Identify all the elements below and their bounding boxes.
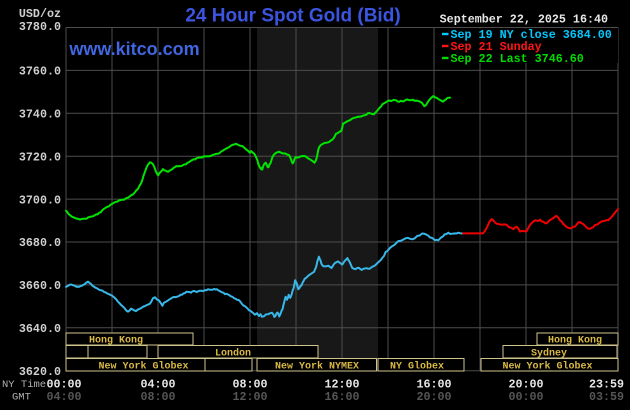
svg-text:Sydney: Sydney: [531, 347, 567, 359]
svg-text:Sep 21 Sunday: Sep 21 Sunday: [451, 40, 542, 54]
svg-text:3700.0: 3700.0: [19, 193, 61, 207]
svg-text:3680.0: 3680.0: [19, 236, 61, 250]
svg-text:16:00: 16:00: [324, 390, 359, 404]
svg-text:20:00: 20:00: [416, 390, 451, 404]
svg-text:04:00: 04:00: [46, 390, 81, 404]
svg-text:Sep 22 Last 3746.60: Sep 22 Last 3746.60: [451, 52, 584, 66]
svg-text:16:00: 16:00: [416, 377, 451, 391]
svg-text:20:00: 20:00: [508, 377, 543, 391]
svg-text:USD/oz: USD/oz: [19, 7, 61, 21]
svg-text:NY Time: NY Time: [2, 379, 46, 391]
svg-text:3720.0: 3720.0: [19, 150, 61, 164]
svg-text:3740.0: 3740.0: [19, 108, 61, 122]
svg-text:GMT: GMT: [12, 392, 31, 404]
svg-text:3780.0: 3780.0: [19, 20, 61, 34]
svg-text:24 Hour Spot Gold (Bid): 24 Hour Spot Gold (Bid): [185, 6, 400, 27]
svg-text:12:00: 12:00: [324, 377, 359, 391]
svg-text:03:59: 03:59: [589, 390, 624, 404]
svg-text:12:00: 12:00: [232, 390, 267, 404]
svg-text:www.kitco.com: www.kitco.com: [68, 39, 199, 59]
svg-text:September 22, 2025 16:40: September 22, 2025 16:40: [440, 13, 608, 27]
svg-text:08:00: 08:00: [140, 390, 175, 404]
svg-text:NY Globex: NY Globex: [390, 360, 444, 372]
svg-text:London: London: [215, 347, 251, 359]
svg-text:3660.0: 3660.0: [19, 279, 61, 293]
svg-text:Sep 19 NY close 3684.00: Sep 19 NY close 3684.00: [451, 28, 612, 42]
svg-text:New York NYMEX: New York NYMEX: [275, 360, 359, 372]
svg-text:Hong Kong: Hong Kong: [548, 335, 602, 346]
svg-text:3640.0: 3640.0: [19, 322, 61, 336]
svg-text:Hong Kong: Hong Kong: [89, 335, 143, 346]
svg-text:3620.0: 3620.0: [19, 365, 61, 379]
svg-text:3760.0: 3760.0: [19, 65, 61, 79]
svg-text:04:00: 04:00: [140, 377, 175, 391]
svg-text:New York Globex: New York Globex: [98, 360, 188, 372]
svg-text:00:00: 00:00: [46, 377, 81, 391]
svg-text:00:00: 00:00: [508, 390, 543, 404]
svg-text:08:00: 08:00: [232, 377, 267, 391]
svg-text:23:59: 23:59: [589, 377, 624, 391]
svg-text:New York Globex: New York Globex: [502, 360, 592, 372]
